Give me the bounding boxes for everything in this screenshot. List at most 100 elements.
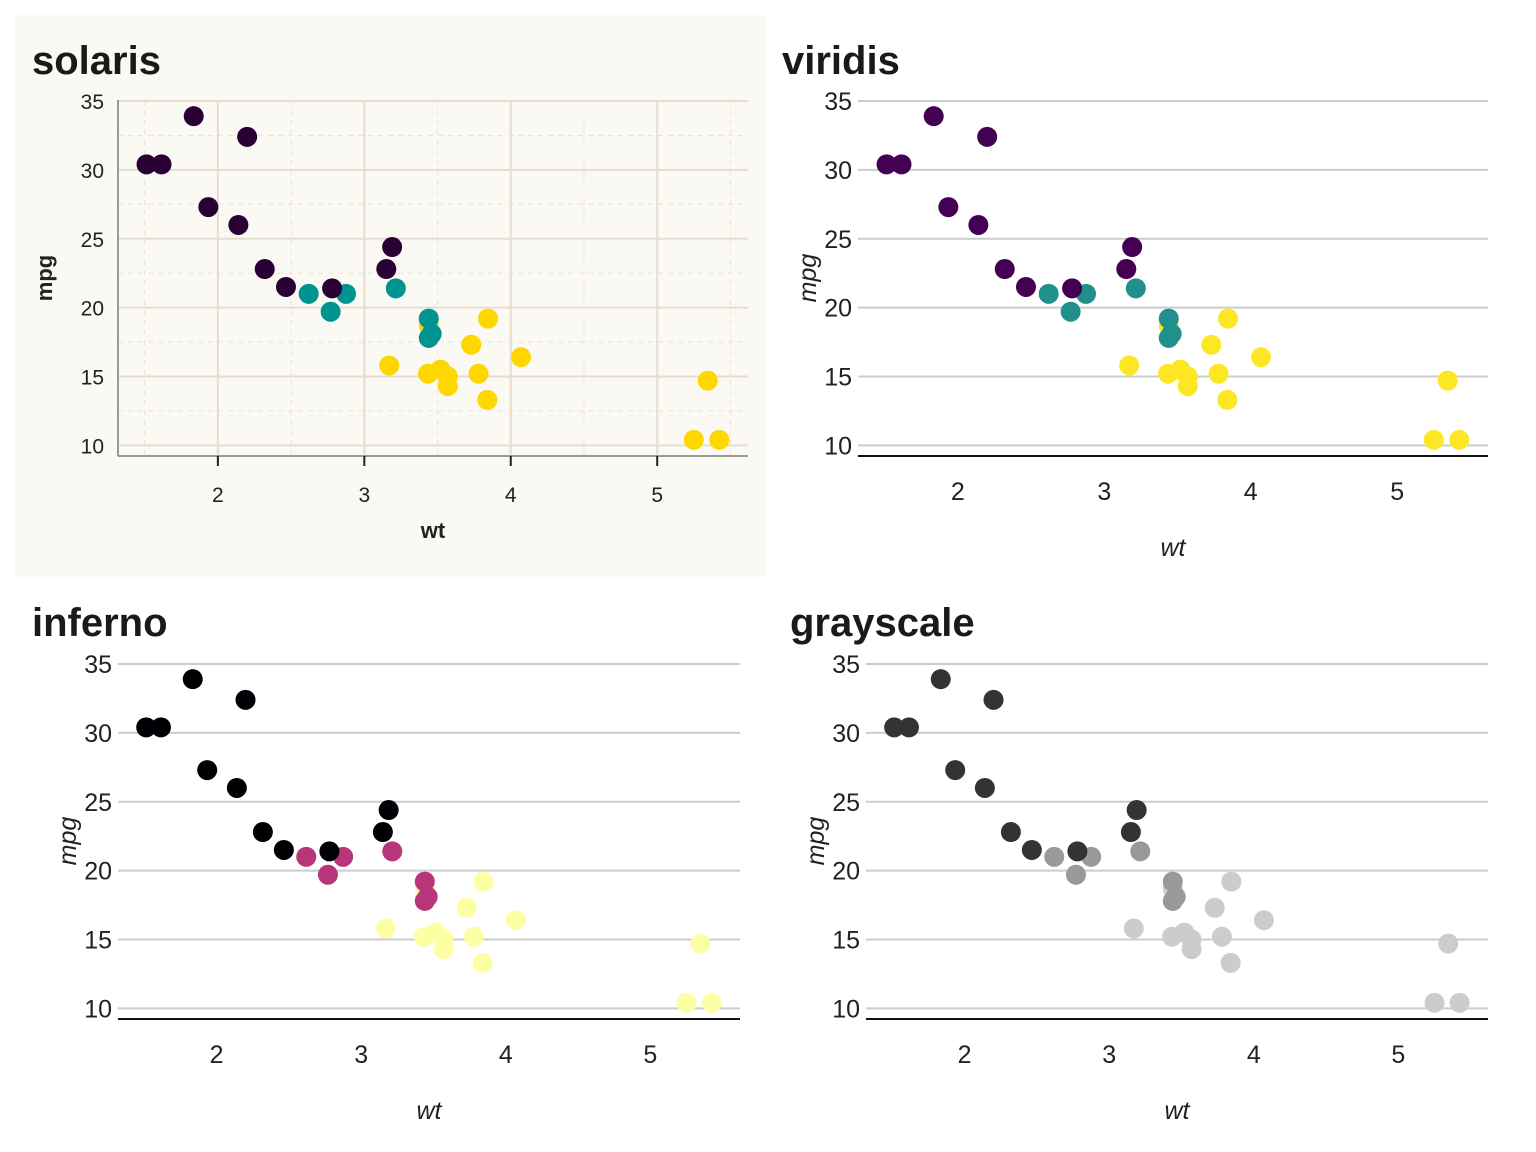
y-tick-label: 20: [81, 298, 104, 321]
data-point: [385, 278, 406, 299]
data-point: [1253, 910, 1274, 931]
data-point: [136, 154, 157, 175]
x-axis-title: wt: [417, 1097, 443, 1125]
data-point: [433, 929, 454, 950]
y-tick-label: 10: [84, 995, 112, 1023]
data-point: [1218, 308, 1239, 329]
data-point: [701, 992, 722, 1013]
y-tick-label: 15: [84, 926, 112, 954]
y-axis-title: mpg: [794, 254, 822, 303]
x-tick-label: 2: [958, 1041, 972, 1069]
data-point: [1181, 929, 1202, 950]
data-point: [1424, 992, 1445, 1013]
data-point: [1221, 871, 1242, 892]
x-tick-label: 4: [1247, 1041, 1261, 1069]
data-point: [1116, 259, 1137, 280]
data-point: [414, 926, 435, 947]
data-point: [414, 871, 435, 892]
x-axis-title: wt: [1161, 534, 1187, 562]
data-point: [197, 760, 218, 781]
data-point: [1065, 864, 1086, 885]
data-point: [414, 890, 435, 911]
data-point: [1162, 890, 1183, 911]
data-point: [697, 370, 718, 391]
data-point: [252, 822, 273, 843]
y-tick-label: 25: [81, 229, 104, 252]
data-point: [1021, 839, 1042, 860]
data-point: [1177, 366, 1198, 387]
data-point: [418, 327, 439, 348]
y-tick-label: 35: [824, 88, 852, 116]
y-tick-label: 35: [81, 91, 104, 114]
data-point: [437, 366, 458, 387]
data-point: [456, 897, 477, 918]
data-point: [923, 106, 944, 127]
data-point: [418, 308, 439, 329]
data-point: [690, 933, 711, 954]
y-tick-label: 15: [81, 366, 104, 389]
x-tick-label: 5: [651, 484, 663, 507]
y-tick-label: 30: [81, 160, 104, 183]
data-point: [1119, 355, 1140, 376]
data-point: [1120, 822, 1141, 843]
data-point: [1015, 276, 1036, 297]
data-point: [1204, 897, 1225, 918]
y-tick-label: 20: [84, 858, 112, 886]
data-point: [1158, 363, 1179, 384]
data-point: [418, 363, 439, 384]
x-tick-label: 4: [505, 484, 517, 507]
data-point: [379, 355, 400, 376]
data-point: [1438, 933, 1459, 954]
data-point: [1067, 841, 1088, 862]
data-point: [1201, 334, 1222, 355]
x-tick-label: 5: [1390, 478, 1404, 506]
data-point: [198, 197, 219, 218]
data-point: [378, 800, 399, 821]
data-point: [275, 276, 296, 297]
data-point: [273, 839, 294, 860]
panel-viridis: 2 3 4 5 10 15 20 25 30 35 wt mpg viridis: [782, 39, 1488, 562]
data-point: [994, 259, 1015, 280]
data-point: [1044, 846, 1065, 867]
data-point: [1251, 347, 1272, 368]
data-point: [683, 429, 704, 450]
panel-title: solaris: [32, 39, 161, 83]
data-point: [1449, 992, 1470, 1013]
data-point: [891, 154, 912, 175]
y-tick-label: 25: [824, 226, 852, 254]
data-point: [1208, 363, 1229, 384]
data-point: [151, 154, 172, 175]
y-tick-label: 20: [832, 858, 860, 886]
y-tick-label: 15: [824, 363, 852, 391]
data-point: [977, 126, 998, 147]
data-point: [1162, 926, 1183, 947]
y-axis-title: mpg: [802, 817, 830, 866]
x-axis-title: wt: [1165, 1097, 1191, 1125]
y-axis-title: mpg: [32, 255, 57, 301]
data-point: [182, 669, 203, 690]
data-point: [473, 871, 494, 892]
x-axis-title: wt: [420, 518, 446, 543]
y-tick-label: 10: [81, 435, 104, 458]
x-tick-label: 4: [1244, 478, 1258, 506]
data-point: [461, 334, 482, 355]
data-point: [709, 429, 730, 450]
data-point: [296, 846, 317, 867]
data-point: [930, 669, 951, 690]
x-tick-label: 5: [1391, 1041, 1405, 1069]
data-point: [974, 777, 995, 798]
x-tick-label: 5: [643, 1041, 657, 1069]
data-point: [945, 760, 966, 781]
data-point: [898, 717, 919, 738]
data-point: [463, 926, 484, 947]
data-point: [1437, 370, 1458, 391]
y-tick-label: 35: [84, 651, 112, 679]
data-point: [254, 259, 275, 280]
data-point: [1158, 327, 1179, 348]
data-point: [136, 717, 157, 738]
data-point: [375, 918, 396, 939]
data-point: [478, 308, 499, 329]
y-tick-label: 30: [832, 720, 860, 748]
data-point: [676, 992, 697, 1013]
x-tick-label: 4: [499, 1041, 513, 1069]
